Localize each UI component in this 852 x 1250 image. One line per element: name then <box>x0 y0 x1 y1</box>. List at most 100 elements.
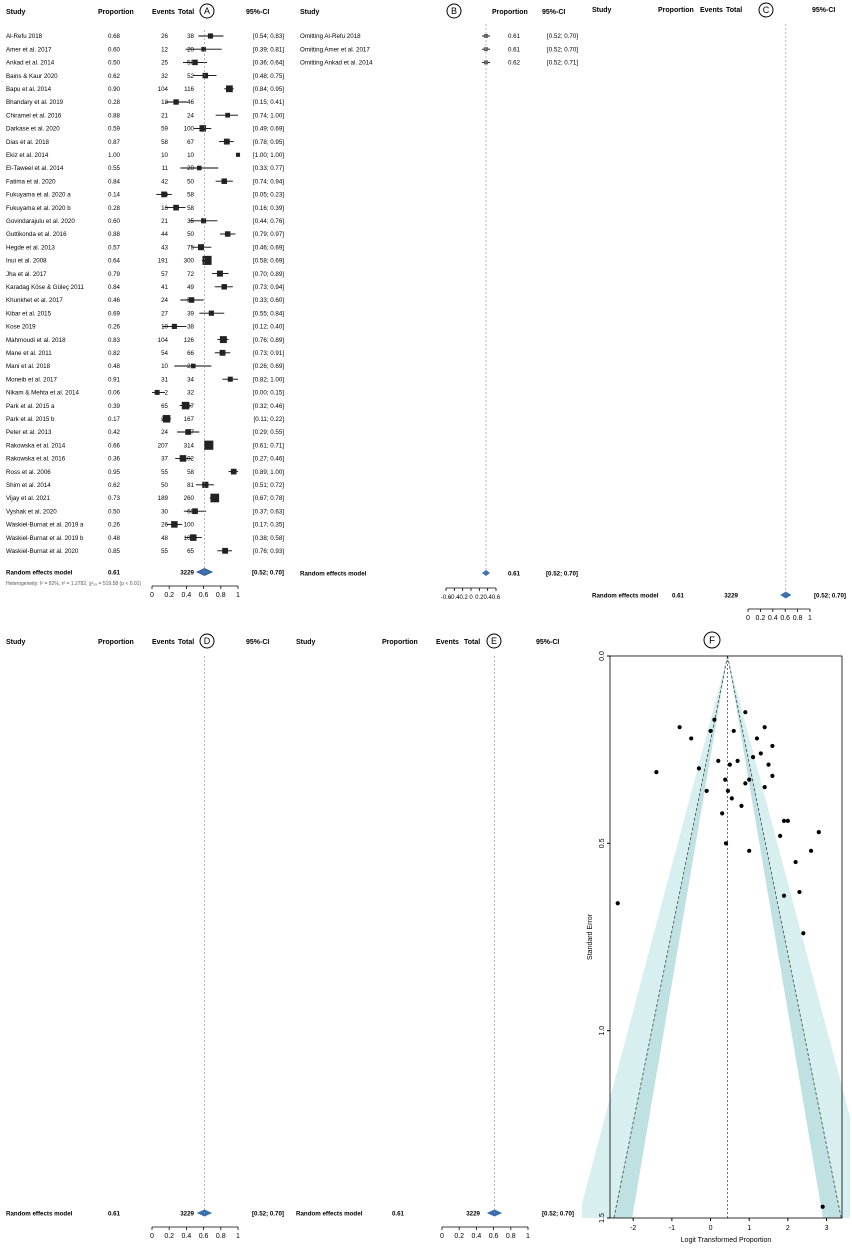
proportion-value: 0.66 <box>108 442 121 449</box>
proportion-value: 0.42 <box>108 429 121 436</box>
study-point <box>739 803 744 808</box>
ci-text-value: [0.52; 0.70] <box>547 46 578 53</box>
total-value: 50 <box>187 178 194 185</box>
study-weight-square <box>161 191 167 198</box>
study-name-label: El-Taweel et al. 2014 <box>6 165 64 172</box>
x-tick-label: 1 <box>236 592 240 599</box>
pooled-ci-text: [0.52; 0.70] <box>252 570 284 577</box>
ci-text-value: [0.37; 0.63] <box>253 508 284 515</box>
total-value: 20 <box>187 46 194 53</box>
x-tick-label: 0.4 <box>483 595 492 601</box>
events-value: 26 <box>161 33 168 40</box>
x-tick-label: 0.6 <box>489 1233 499 1240</box>
events-value: 30 <box>161 508 168 515</box>
study-weight-square <box>185 429 191 435</box>
panel-label-circle-e <box>486 633 502 649</box>
study-weight-square <box>219 349 226 356</box>
study-name-label: Park et al. 2015 b <box>6 416 55 423</box>
x-tick-label: 0 <box>709 1225 713 1232</box>
total-value: 24 <box>187 112 194 119</box>
x-tick-label: 0.8 <box>506 1233 516 1240</box>
study-weight-square <box>221 284 227 290</box>
total-value: 58 <box>187 205 194 212</box>
pooled-total: 3229 <box>180 570 194 577</box>
total-value: 66 <box>187 350 194 357</box>
events-value: 55 <box>161 548 168 555</box>
ci-text-value: [0.52; 0.71] <box>547 60 578 67</box>
events-value: 11 <box>162 165 169 172</box>
events-value: 43 <box>161 244 168 251</box>
proportion-value: 0.61 <box>508 33 521 40</box>
col-header-study-c: Study <box>592 7 612 14</box>
total-value: 116 <box>184 86 194 93</box>
total-value: 50 <box>187 60 194 67</box>
proportion-value: 0.28 <box>108 99 121 106</box>
x-tick-label: 0.6 <box>780 615 790 620</box>
proportion-value: 0.95 <box>108 469 121 476</box>
x-tick-label: 1 <box>808 615 812 620</box>
col-header-proportion-b: Proportion <box>492 9 528 16</box>
study-name-label: Mani et al. 2018 <box>6 363 51 370</box>
col-header-total-c: Total <box>726 7 742 14</box>
panel-label-f: F <box>709 636 715 647</box>
proportion-value: 0.88 <box>108 231 121 238</box>
panel-label-circle-f <box>703 631 721 649</box>
x-tick-label: -0.2 <box>457 595 468 601</box>
study-weight-square <box>204 440 214 450</box>
x-tick-label: 0 <box>150 1233 154 1240</box>
heterogeneity-text: Heterogeneity: I² = 92%, τ² = 1.2782, χ²… <box>6 581 141 587</box>
study-point <box>743 781 748 786</box>
x-tick-label: -0.4 <box>449 595 460 601</box>
study-name-label: Ekiz et al. 2014 <box>6 152 49 159</box>
pooled-ci-text: [0.52; 0.70] <box>546 571 578 578</box>
x-tick-label: 0.4 <box>768 615 778 620</box>
x-tick-label: 1 <box>747 1225 751 1232</box>
x-tick-label: 0.8 <box>216 1233 226 1240</box>
total-value: 102 <box>184 456 195 463</box>
proportion-value: 0.64 <box>108 258 121 265</box>
ci-text-value: [0.84; 0.95] <box>253 86 284 93</box>
forest-plot-panel-c: Study Proportion Events Total 95%-CI C R… <box>592 2 846 620</box>
events-value: 48 <box>161 535 168 542</box>
total-value: 81 <box>187 482 194 489</box>
events-value: 191 <box>158 258 169 265</box>
study-point <box>720 811 725 816</box>
study-point <box>725 788 731 793</box>
proportion-value: 0.46 <box>108 297 121 304</box>
x-tick-label: 2 <box>786 1225 790 1232</box>
forest-plot-panel-a: Study Proportion Events Total 95%-CI A A… <box>6 3 284 599</box>
events-value: 24 <box>161 429 168 436</box>
study-name-label: Dias et al. 2018 <box>6 139 50 146</box>
study-weight-square <box>190 363 196 369</box>
pooled-ci-text: [0.52; 0.70] <box>814 593 846 600</box>
study-point <box>781 893 787 898</box>
study-point <box>778 833 783 838</box>
ci-text-value: [0.16; 0.39] <box>253 205 284 212</box>
study-name-label: Waskiel-Burnat et al. 2019 b <box>6 535 84 542</box>
proportion-value: 0.60 <box>108 218 121 225</box>
ci-text-value: [0.26; 0.69] <box>253 363 284 370</box>
study-point <box>820 1204 825 1209</box>
events-value: 32 <box>161 73 168 80</box>
x-tick-label: 0.6 <box>492 595 501 601</box>
total-value: 10 <box>187 152 194 159</box>
random-effects-label: Random effects model <box>592 593 659 600</box>
panel-label-d: D <box>204 636 211 646</box>
study-name-label: Bains & Kaur 2020 <box>6 73 58 80</box>
study-name-label: Park et al. 2015 a <box>6 403 55 410</box>
total-value: 65 <box>187 548 194 555</box>
ci-text-value: [0.27; 0.46] <box>253 456 284 463</box>
total-value: 21 <box>187 363 194 370</box>
study-name-label: Ankad et al. 2014 <box>6 60 55 67</box>
random-effects-label: Random effects model <box>6 1211 73 1218</box>
study-point <box>704 788 709 793</box>
x-tick-label: 1 <box>236 1233 240 1240</box>
omitting-study-label: Omitting Amer et al. 2017 <box>300 46 370 53</box>
ci-text-value: [0.15; 0.41] <box>253 99 284 106</box>
proportion-value: 0.39 <box>108 403 121 410</box>
ci-text-value: [0.89; 1.00] <box>253 469 284 476</box>
ci-text-value: [0.46; 0.69] <box>253 244 284 251</box>
random-effects-label: Random effects model <box>6 570 73 577</box>
y-tick-label: 1.5 <box>599 1213 606 1223</box>
study-name-label: Fukuyama et al. 2020 a <box>6 192 71 199</box>
